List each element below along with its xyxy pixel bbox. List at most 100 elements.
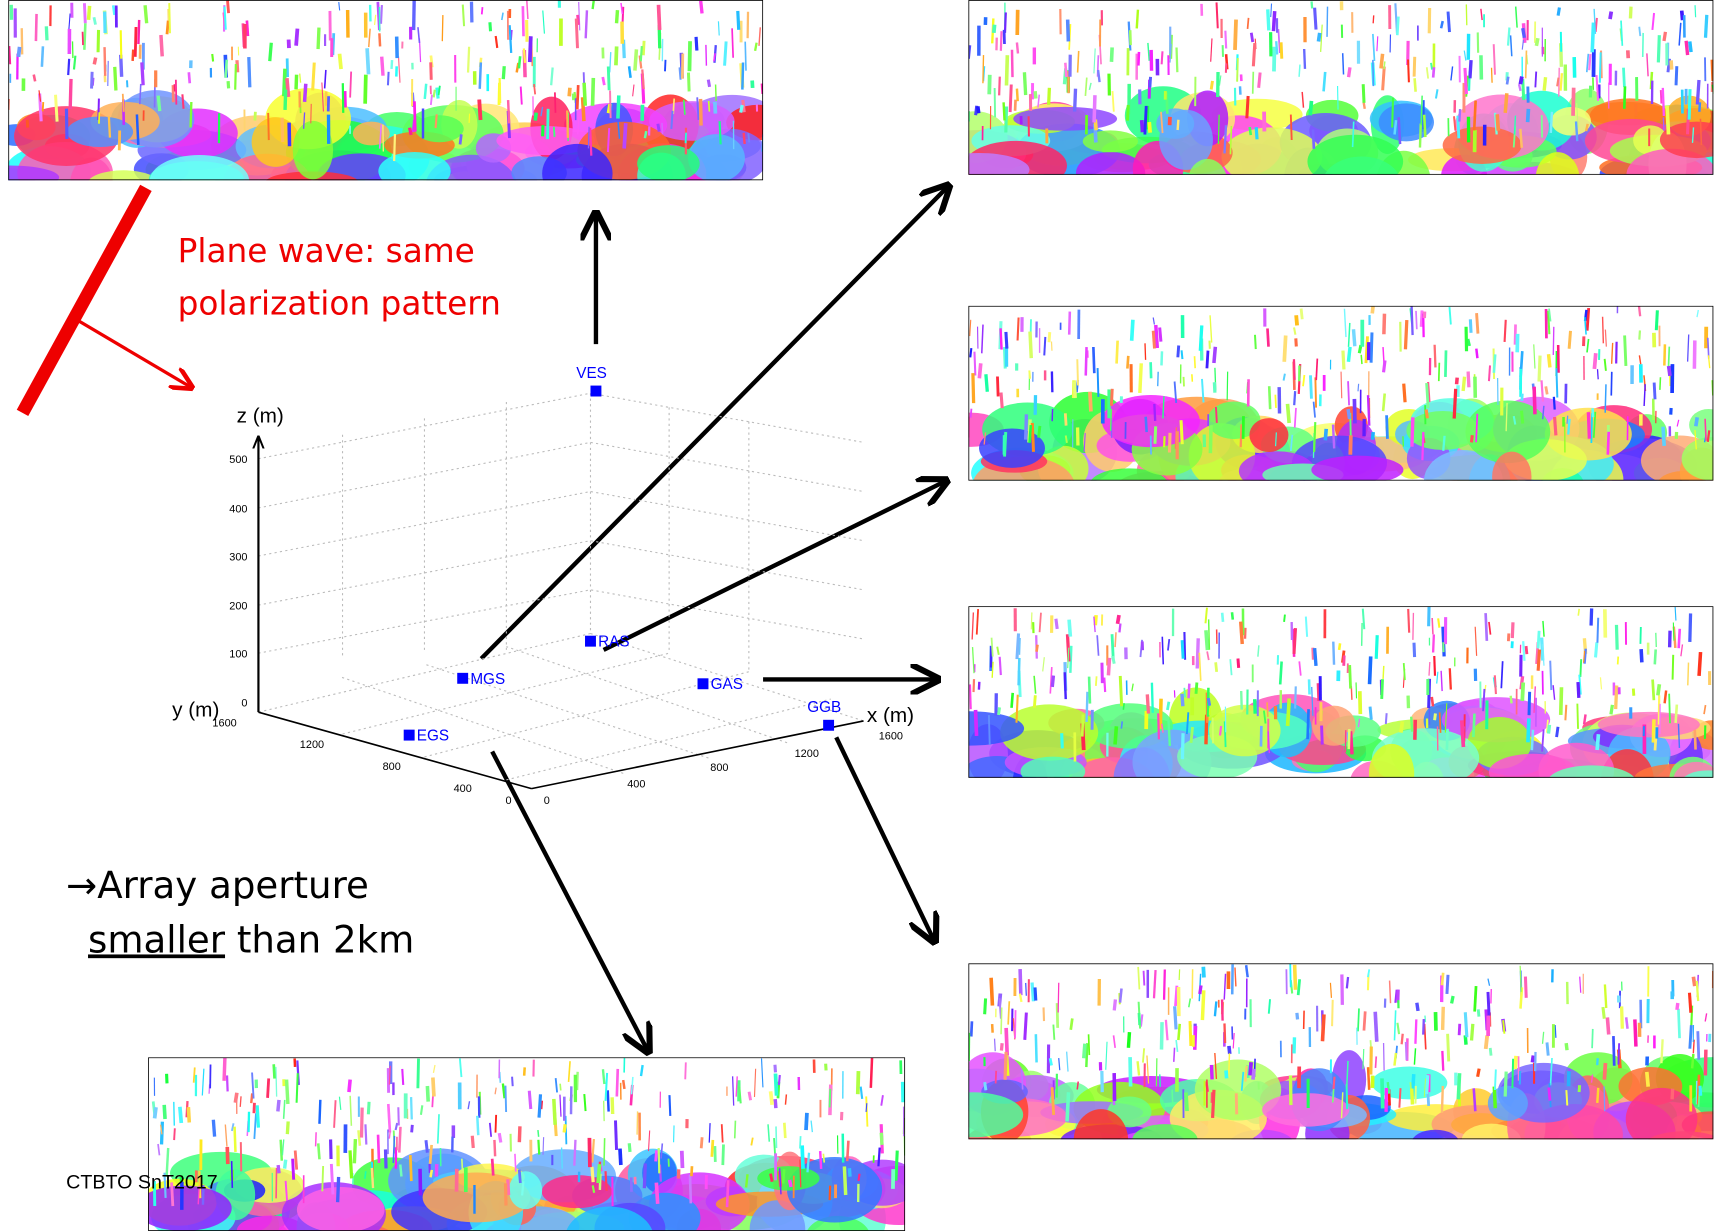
color-streak — [1532, 1056, 1533, 1063]
color-streak — [1006, 332, 1007, 349]
color-streak — [1427, 383, 1429, 408]
color-streak — [1090, 392, 1091, 412]
color-streak — [1146, 417, 1147, 432]
color-streak — [1421, 96, 1422, 126]
color-streak — [1306, 617, 1307, 637]
color-streak — [1214, 382, 1215, 392]
color-streak — [1476, 349, 1477, 359]
color-streak — [1273, 11, 1274, 31]
color-streak — [1070, 646, 1071, 673]
color-streak — [1386, 713, 1387, 724]
color-streak — [1315, 377, 1316, 407]
color-streak — [1087, 692, 1088, 722]
color-streak — [1322, 1014, 1324, 1041]
color-streak — [191, 102, 192, 127]
color-streak — [46, 26, 47, 40]
color-streak — [1347, 977, 1348, 988]
color-streak — [1592, 1075, 1593, 1083]
color-streak — [1052, 676, 1053, 687]
color-streak — [1297, 1013, 1298, 1020]
color-streak — [1089, 677, 1090, 704]
color-streak — [1471, 435, 1472, 442]
color-streak — [1111, 389, 1112, 406]
color-streak — [589, 1138, 590, 1167]
color-streak — [745, 42, 746, 71]
color-streak — [1700, 1086, 1701, 1096]
color-blob — [1311, 456, 1403, 484]
station-label: RAS — [598, 634, 629, 651]
color-streak — [806, 1113, 807, 1130]
color-streak — [1608, 432, 1609, 455]
color-streak — [656, 1150, 657, 1161]
color-streak — [593, 1185, 594, 1192]
color-streak — [1229, 1046, 1230, 1054]
color-streak — [1308, 709, 1309, 739]
color-streak — [515, 1154, 516, 1172]
color-streak — [431, 95, 432, 105]
color-streak — [115, 67, 116, 91]
color-streak — [1550, 661, 1551, 690]
color-streak — [365, 1171, 366, 1179]
color-streak — [1558, 8, 1559, 16]
color-streak — [1114, 999, 1115, 1010]
color-streak — [1031, 612, 1032, 629]
color-streak — [1138, 967, 1139, 990]
color-streak — [1269, 386, 1270, 409]
color-blob — [1492, 452, 1531, 502]
color-streak — [293, 1159, 294, 1180]
color-streak — [1439, 363, 1440, 381]
color-streak — [1190, 1021, 1191, 1046]
color-streak — [1532, 730, 1533, 750]
color-streak — [1241, 424, 1242, 447]
color-streak — [617, 1069, 618, 1097]
color-streak — [1420, 124, 1421, 148]
color-streak — [783, 1169, 784, 1183]
color-streak — [973, 373, 974, 403]
color-streak — [1339, 643, 1340, 650]
color-streak — [1641, 649, 1642, 662]
color-streak — [213, 1120, 214, 1137]
color-streak — [240, 1096, 241, 1107]
color-streak — [1058, 983, 1059, 1013]
color-streak — [1142, 120, 1143, 132]
color-streak — [1167, 702, 1168, 710]
color-streak — [784, 1123, 785, 1138]
color-streak — [1470, 60, 1471, 78]
polarization-image — [939, 306, 1714, 520]
color-streak — [1515, 1056, 1516, 1069]
color-streak — [1426, 410, 1427, 419]
color-streak — [174, 84, 175, 91]
color-streak — [775, 1074, 776, 1096]
color-streak — [1358, 1008, 1359, 1031]
color-streak — [1566, 1090, 1567, 1105]
color-streak — [164, 1105, 165, 1119]
color-streak — [1238, 658, 1239, 667]
color-streak — [1022, 1069, 1023, 1089]
color-streak — [1639, 330, 1640, 339]
color-streak — [830, 1186, 831, 1200]
color-streak — [1580, 659, 1581, 677]
color-streak — [1363, 1049, 1364, 1069]
color-streak — [1406, 1042, 1407, 1060]
color-streak — [1281, 42, 1282, 58]
color-streak — [425, 84, 426, 99]
color-streak — [1065, 63, 1066, 77]
color-streak — [228, 1, 229, 14]
color-streak — [1600, 52, 1601, 82]
color-streak — [442, 15, 443, 41]
color-streak — [1037, 645, 1038, 652]
color-streak — [313, 63, 315, 91]
color-streak — [1611, 372, 1612, 396]
color-streak — [1401, 721, 1403, 732]
y-tick-label: 1200 — [300, 739, 324, 751]
color-streak — [433, 1078, 434, 1097]
color-streak — [1697, 80, 1699, 105]
color-streak — [1636, 104, 1637, 116]
color-streak — [1154, 404, 1155, 421]
color-streak — [1111, 47, 1112, 61]
color-streak — [555, 92, 556, 112]
color-streak — [658, 124, 659, 132]
color-streak — [479, 100, 480, 120]
color-streak — [503, 1084, 505, 1099]
color-streak — [1705, 419, 1706, 441]
